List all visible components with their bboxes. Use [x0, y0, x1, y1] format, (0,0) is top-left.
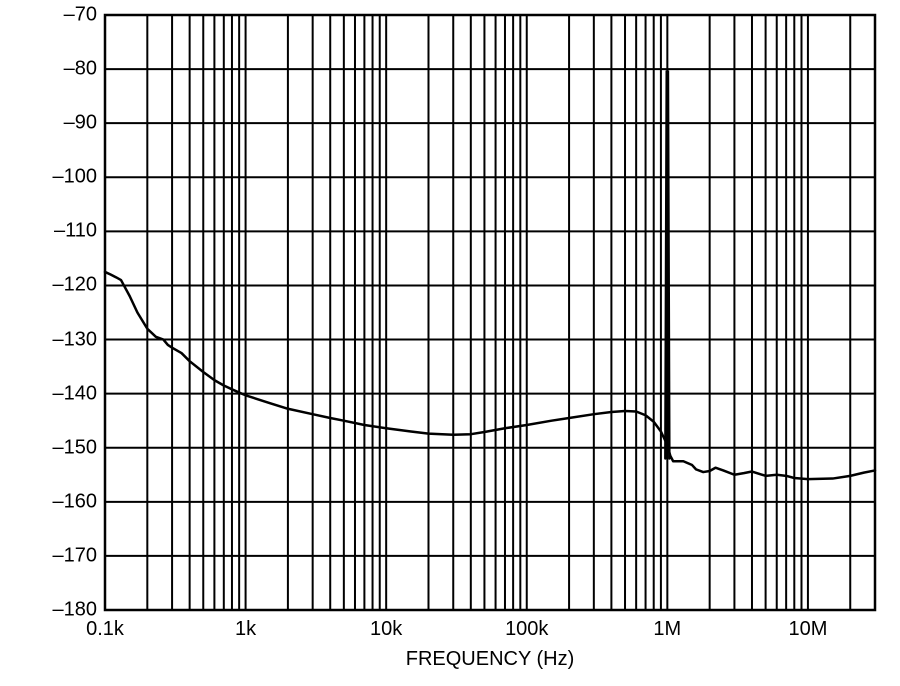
tick-label: 10k	[370, 618, 402, 641]
tick-label: –140	[53, 382, 98, 405]
tick-label: 0.1k	[86, 618, 124, 641]
tick-label: –80	[64, 58, 97, 81]
tick-label: –130	[53, 328, 98, 351]
tick-label: –150	[53, 436, 98, 459]
tick-label: –110	[54, 220, 97, 243]
chart-container: PHASE NOISE (dBc/Hz) FREQUENCY (Hz) –70–…	[0, 0, 900, 686]
tick-label: 100k	[505, 618, 548, 641]
tick-label: –70	[64, 4, 97, 27]
tick-label: –100	[53, 166, 98, 189]
tick-label: –170	[53, 544, 98, 567]
tick-label: 1k	[235, 618, 256, 641]
tick-label: 1M	[653, 618, 681, 641]
tick-label: –160	[53, 490, 98, 513]
tick-label: –90	[64, 112, 97, 135]
phase-noise-chart	[0, 0, 900, 686]
tick-label: –120	[53, 274, 98, 297]
tick-label: 10M	[788, 618, 827, 641]
